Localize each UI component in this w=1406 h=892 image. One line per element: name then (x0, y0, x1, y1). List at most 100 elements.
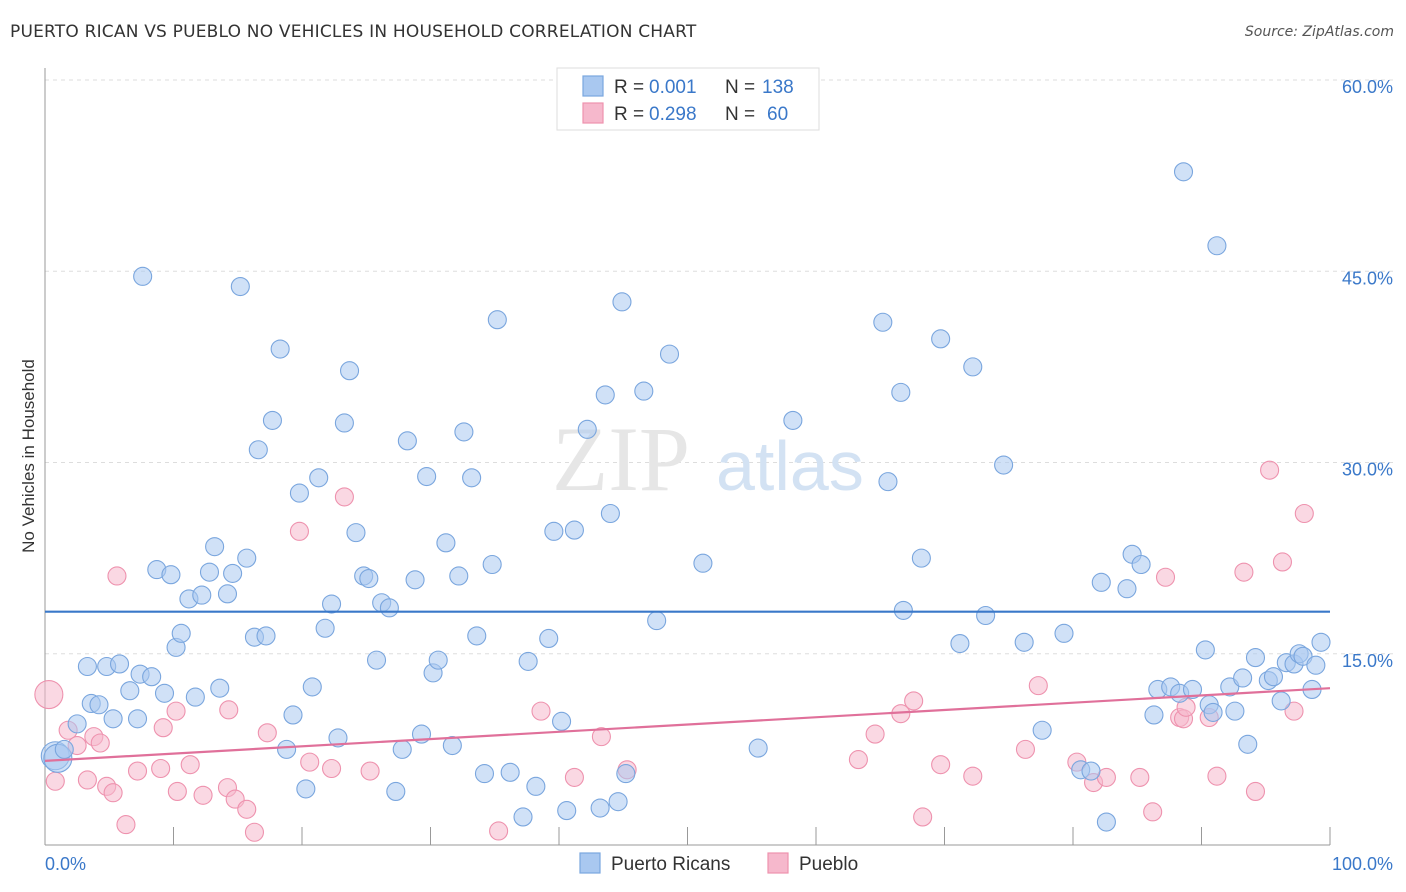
puerto-rican-point (154, 683, 175, 703)
puerto-rican-point (161, 565, 181, 585)
puerto-rican-point (878, 472, 898, 492)
puerto-rican-point (223, 563, 243, 583)
puerto-rican-point (693, 553, 713, 573)
pueblo-point (219, 700, 239, 720)
puerto-rican-point (77, 656, 97, 677)
puerto-rican-point (142, 667, 162, 687)
legend-label-puerto-ricans: Puerto Ricans (611, 854, 730, 875)
pueblo-point (913, 807, 933, 827)
watermark: ZIP atlas (552, 408, 864, 510)
pueblo-point (166, 701, 186, 721)
puerto-rican-point (500, 762, 520, 782)
puerto-rican-point (67, 714, 87, 734)
puerto-rican-point (1311, 632, 1331, 652)
puerto-rican-point (994, 455, 1014, 475)
puerto-rican-point (379, 598, 399, 618)
puerto-rican-point (127, 709, 148, 729)
stats-legend: R = 0.001 N = 138 R = 0.298 N = 60 (556, 67, 820, 131)
puerto-rican-point (283, 705, 303, 725)
pueblo-point (564, 767, 584, 787)
puerto-rican-point (1225, 701, 1245, 721)
puerto-rican-point (647, 611, 667, 631)
stats-n-value: 138 (762, 77, 794, 98)
puerto-rican-point (467, 626, 487, 646)
pueblo-point (45, 771, 65, 791)
stats-n-label: N = (725, 104, 755, 125)
puerto-rican-point (526, 776, 546, 796)
puerto-rican-point (442, 735, 462, 756)
pueblo-point (237, 799, 257, 819)
puerto-rican-point (616, 764, 636, 784)
puerto-rican-point (950, 633, 970, 654)
x-tick-label: 100.0% (1332, 854, 1393, 874)
puerto-rican-point (783, 410, 803, 430)
puerto-rican-point (334, 413, 354, 433)
y-tick-label: 30.0% (1342, 460, 1393, 480)
pueblo-point (77, 770, 97, 790)
puerto-rican-point (199, 562, 220, 582)
pueblo-point (591, 727, 611, 747)
pueblo-points (34, 460, 1314, 842)
puerto-rican-point (911, 548, 931, 568)
puerto-rican-point (544, 521, 564, 541)
pueblo-point (151, 758, 171, 779)
puerto-rican-point (109, 654, 130, 674)
puerto-rican-point (405, 570, 425, 590)
puerto-rican-point (270, 339, 290, 359)
pueblo-point (963, 766, 983, 786)
puerto-rican-point (309, 468, 329, 488)
pueblo-point (489, 821, 509, 841)
puerto-rican-point (428, 650, 448, 670)
puerto-rican-point (133, 266, 153, 286)
puerto-rican-point (262, 410, 282, 430)
puerto-rican-point (103, 709, 123, 729)
puerto-rican-point (171, 623, 191, 643)
y-axis-label: No Vehicles in Household (19, 359, 38, 553)
pueblo-point (322, 758, 342, 779)
pueblo-point (1028, 676, 1048, 696)
grid-lines (45, 79, 1395, 655)
puerto-rican-point (1271, 691, 1291, 711)
puerto-rican-point (205, 537, 225, 557)
pueblo-point (1294, 503, 1314, 524)
puerto-rican-point (392, 739, 412, 759)
x-tick-label: 0.0% (45, 854, 86, 874)
puerto-rican-point (564, 520, 584, 540)
puerto-rican-point (1182, 679, 1203, 700)
puerto-rican-point (449, 566, 469, 586)
puerto-rican-point (417, 466, 437, 487)
puerto-rican-point (595, 385, 615, 405)
puerto-rican-point (230, 276, 250, 297)
puerto-rican-point (89, 695, 109, 715)
stats-r-value: 0.298 (649, 104, 697, 125)
puerto-rican-point (1207, 236, 1227, 256)
pueblo-point (116, 815, 136, 835)
pueblo-point (90, 733, 110, 753)
series-legend: Puerto Ricans Pueblo (579, 852, 858, 875)
pueblo-point (193, 785, 213, 805)
puerto-rican-point (54, 739, 74, 759)
puerto-rican-point (366, 650, 387, 670)
axes (44, 68, 1331, 846)
puerto-rican-point (315, 618, 335, 638)
puerto-rican-point (1263, 667, 1284, 687)
puerto-rican-point (1195, 640, 1215, 660)
puerto-rican-point (893, 600, 913, 620)
puerto-rican-point (976, 605, 996, 626)
pueblo-point (167, 781, 187, 802)
legend-swatch-puerto-ricans (579, 852, 601, 874)
puerto-rican-point (302, 677, 322, 697)
pueblo-point (107, 566, 127, 586)
stats-swatch-pueblo (582, 102, 604, 124)
puerto-rican-point (590, 798, 610, 818)
puerto-rican-point (1203, 702, 1223, 722)
stats-r-label: R = (614, 77, 644, 98)
puerto-rican-point (659, 344, 680, 364)
pueblo-point (904, 691, 924, 711)
pueblo-point (1260, 460, 1280, 480)
puerto-rican-point (1096, 812, 1116, 832)
pueblo-point (360, 761, 380, 781)
pueblo-point (1272, 552, 1293, 572)
puerto-rican-point (931, 329, 951, 349)
pueblo-point (1207, 766, 1227, 786)
